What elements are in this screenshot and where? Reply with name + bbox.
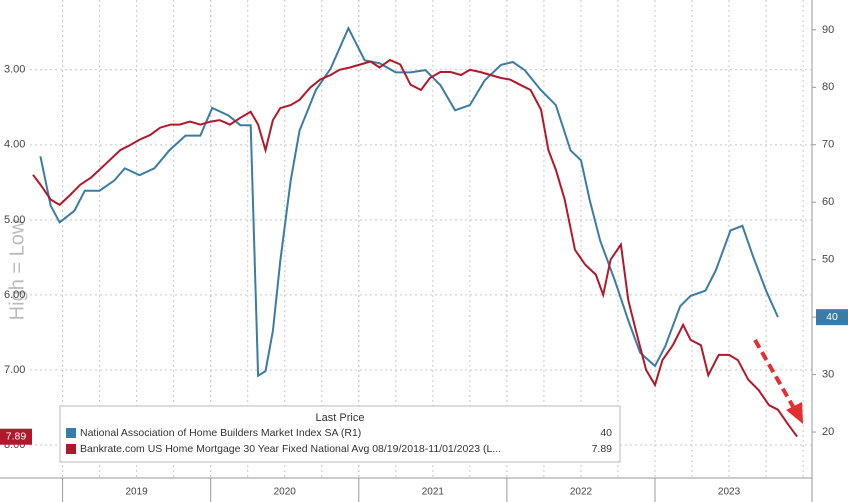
last-price-tag bbox=[816, 309, 848, 326]
y-tick-label: 6.00 bbox=[4, 289, 25, 301]
x-tick-label: 2019 bbox=[126, 487, 149, 498]
y2-tick-label: 30 bbox=[822, 368, 834, 380]
y2-tick-label: 80 bbox=[822, 81, 834, 93]
legend: Last Price National Association of Home … bbox=[59, 405, 621, 463]
legend-box bbox=[59, 405, 621, 463]
last-price-tag-label: 40 bbox=[826, 311, 838, 323]
x-tick-label: 2023 bbox=[718, 487, 741, 498]
legend-label: Bankrate.com US Home Mortgage 30 Year Fi… bbox=[80, 443, 501, 455]
y-axis-label: High = Low bbox=[6, 219, 28, 320]
x-tick-label: 2021 bbox=[422, 487, 445, 498]
legend-label: National Association of Home Builders Ma… bbox=[80, 427, 361, 439]
series-line bbox=[32, 58, 799, 438]
y2-tick-label: 50 bbox=[822, 254, 834, 266]
y2-tick-label: 20 bbox=[822, 426, 834, 438]
plot bbox=[32, 25, 799, 438]
x-axis-band bbox=[0, 478, 812, 502]
legend-swatch bbox=[66, 444, 76, 454]
legend-value: 40 bbox=[600, 427, 612, 439]
legend-swatch bbox=[66, 428, 76, 438]
legend-title: Last Price bbox=[316, 412, 365, 424]
trend-arrowhead bbox=[786, 402, 803, 424]
legend-value: 7.89 bbox=[592, 443, 613, 455]
y-tick-label: 5.00 bbox=[4, 214, 25, 226]
y-tick-label: 3.00 bbox=[4, 64, 25, 76]
y2-tick-label: 60 bbox=[822, 196, 834, 208]
x-tick-label: 2020 bbox=[274, 487, 297, 498]
last-price-tag-label: 7.89 bbox=[6, 431, 27, 443]
y-tick-label: 4.00 bbox=[4, 139, 25, 151]
last-price-tag bbox=[0, 428, 32, 445]
y2-tick-label: 90 bbox=[822, 24, 834, 36]
x-tick-label: 2022 bbox=[570, 487, 593, 498]
y-tick-label: 7.00 bbox=[4, 364, 25, 376]
y2-tick-label: 70 bbox=[822, 139, 834, 151]
